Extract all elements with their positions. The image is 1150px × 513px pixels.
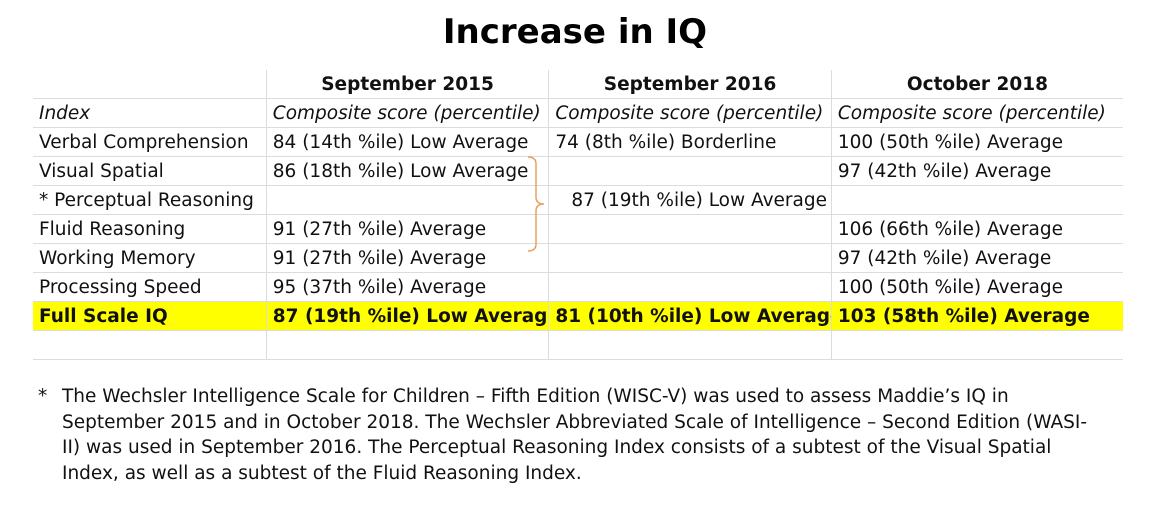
subheader-cell: Composite score (percentile) xyxy=(266,98,550,128)
index-name-cell: Working Memory xyxy=(33,243,267,273)
full-scale-score: 87 (19th %ile) Low Average xyxy=(266,301,550,331)
score-cell: 74 (8th %ile) Borderline xyxy=(548,127,832,157)
score-cell xyxy=(831,185,1123,215)
empty-cell xyxy=(548,330,832,360)
footnote-marker: * xyxy=(38,386,48,407)
footnote: * The Wechsler Intelligence Scale for Ch… xyxy=(38,384,1098,486)
header-cell-sep-2016: September 2016 xyxy=(548,70,832,99)
score-cell xyxy=(548,156,832,186)
index-name-cell: Verbal Comprehension xyxy=(33,127,267,157)
full-scale-label: Full Scale IQ xyxy=(33,301,267,331)
header-cell-sep-2015: September 2015 xyxy=(266,70,550,99)
subheader-cell: Index xyxy=(33,98,267,128)
table-row: Processing Speed 95 (37th %ile) Average … xyxy=(33,272,1123,302)
index-name-cell: Fluid Reasoning xyxy=(33,214,267,244)
subheader-cell: Composite score (percentile) xyxy=(548,98,832,128)
index-name-cell: * Perceptual Reasoning xyxy=(33,185,267,215)
header-cell-oct-2018: October 2018 xyxy=(831,70,1123,99)
score-cell: 97 (42th %ile) Average xyxy=(831,156,1123,186)
score-cell: 86 (18th %ile) Low Average xyxy=(266,156,550,186)
score-cell: 97 (42th %ile) Average xyxy=(831,243,1123,273)
full-scale-iq-row: Full Scale IQ 87 (19th %ile) Low Average… xyxy=(33,301,1123,331)
score-cell: 84 (14th %ile) Low Average xyxy=(266,127,550,157)
score-cell xyxy=(548,272,832,302)
iq-table: September 2015 September 2016 October 20… xyxy=(33,70,1123,360)
index-name-cell: Processing Speed xyxy=(33,272,267,302)
perceptual-reasoning-bracket xyxy=(527,156,545,252)
score-cell: 91 (27th %ile) Average xyxy=(266,214,550,244)
score-cell: 95 (37th %ile) Average xyxy=(266,272,550,302)
iq-table-container: September 2015 September 2016 October 20… xyxy=(33,70,1123,360)
full-scale-score: 81 (10th %ile) Low Average xyxy=(548,301,832,331)
score-cell xyxy=(548,243,832,273)
header-cell-index xyxy=(33,70,267,99)
score-cell: 100 (50th %ile) Average xyxy=(831,272,1123,302)
table-row: Working Memory 91 (27th %ile) Average 97… xyxy=(33,243,1123,273)
page-title: Increase in IQ xyxy=(442,12,708,52)
header-row: September 2015 September 2016 October 20… xyxy=(33,70,1123,99)
table-row: Verbal Comprehension 84 (14th %ile) Low … xyxy=(33,127,1123,157)
score-cell xyxy=(266,185,550,215)
score-cell xyxy=(548,214,832,244)
score-cell: 87 (19th %ile) Low Average xyxy=(548,185,832,215)
bracket-line xyxy=(527,156,545,252)
table-row: Visual Spatial 86 (18th %ile) Low Averag… xyxy=(33,156,1123,186)
table-row: Fluid Reasoning 91 (27th %ile) Average 1… xyxy=(33,214,1123,244)
score-cell: 106 (66th %ile) Average xyxy=(831,214,1123,244)
subheader-cell: Composite score (percentile) xyxy=(831,98,1123,128)
empty-cell xyxy=(33,330,267,360)
empty-cell xyxy=(831,330,1123,360)
empty-row xyxy=(33,330,1123,360)
subheader-row: Index Composite score (percentile) Compo… xyxy=(33,98,1123,128)
score-cell: 100 (50th %ile) Average xyxy=(831,127,1123,157)
score-cell: 91 (27th %ile) Average xyxy=(266,243,550,273)
index-name-cell: Visual Spatial xyxy=(33,156,267,186)
table-row: * Perceptual Reasoning 87 (19th %ile) Lo… xyxy=(33,185,1123,215)
empty-cell xyxy=(266,330,550,360)
full-scale-score: 103 (58th %ile) Average xyxy=(831,301,1123,331)
footnote-text: The Wechsler Intelligence Scale for Chil… xyxy=(62,386,1088,484)
